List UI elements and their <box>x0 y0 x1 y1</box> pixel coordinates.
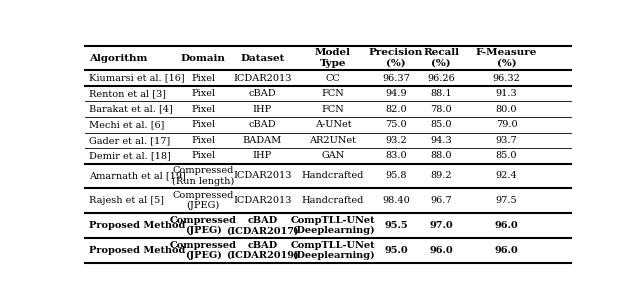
Text: 95.0: 95.0 <box>384 246 408 255</box>
Text: Renton et al [3]: Renton et al [3] <box>89 89 166 98</box>
Text: Pixel: Pixel <box>191 120 215 129</box>
Text: BADAM: BADAM <box>243 136 282 145</box>
Text: 94.3: 94.3 <box>430 136 452 145</box>
Text: IHP: IHP <box>253 151 272 160</box>
Text: 95.8: 95.8 <box>385 171 406 181</box>
Text: 88.1: 88.1 <box>430 89 452 98</box>
Text: A-UNet: A-UNet <box>315 120 351 129</box>
Text: ICDAR2013: ICDAR2013 <box>233 171 292 181</box>
Text: Pixel: Pixel <box>191 105 215 114</box>
Text: Barakat et al. [4]: Barakat et al. [4] <box>89 105 173 114</box>
Text: Proposed Method: Proposed Method <box>89 221 186 230</box>
Text: Algorithm: Algorithm <box>89 54 147 63</box>
Text: 97.5: 97.5 <box>496 196 517 205</box>
Text: Precision
(%): Precision (%) <box>369 48 423 68</box>
Text: 93.7: 93.7 <box>496 136 517 145</box>
Text: Domain: Domain <box>180 54 225 63</box>
Text: 78.0: 78.0 <box>430 105 452 114</box>
Text: 97.0: 97.0 <box>429 221 453 230</box>
Text: Pixel: Pixel <box>191 151 215 160</box>
Text: 82.0: 82.0 <box>385 105 407 114</box>
Text: ICDAR2013: ICDAR2013 <box>233 196 292 205</box>
Text: cBAD
(ICDAR2017): cBAD (ICDAR2017) <box>227 216 299 235</box>
Text: 91.3: 91.3 <box>496 89 517 98</box>
Text: cBAD: cBAD <box>249 120 276 129</box>
Text: cBAD: cBAD <box>249 89 276 98</box>
Text: Rajesh et al [5]: Rajesh et al [5] <box>89 196 164 205</box>
Text: Pixel: Pixel <box>191 136 215 145</box>
Text: 96.0: 96.0 <box>495 246 518 255</box>
Text: FCN: FCN <box>321 105 344 114</box>
Text: Pixel: Pixel <box>191 89 215 98</box>
Text: GAN: GAN <box>321 151 344 160</box>
Text: IHP: IHP <box>253 105 272 114</box>
Text: 79.0: 79.0 <box>496 120 517 129</box>
Text: 80.0: 80.0 <box>496 105 517 114</box>
Text: Amarnath et al [19]: Amarnath et al [19] <box>89 171 186 181</box>
Text: 96.0: 96.0 <box>429 246 453 255</box>
Text: CompTLL-UNet
(Deeplearning): CompTLL-UNet (Deeplearning) <box>291 216 375 235</box>
Text: Proposed Method: Proposed Method <box>89 246 186 255</box>
Text: 75.0: 75.0 <box>385 120 407 129</box>
Text: FCN: FCN <box>321 89 344 98</box>
Text: 88.0: 88.0 <box>430 151 452 160</box>
Text: 96.26: 96.26 <box>428 74 455 83</box>
Text: Compressed
(JPEG): Compressed (JPEG) <box>170 216 237 235</box>
Text: Dataset: Dataset <box>241 54 285 63</box>
Text: AR2UNet: AR2UNet <box>310 136 356 145</box>
Text: CC: CC <box>326 74 340 83</box>
Text: 98.40: 98.40 <box>382 196 410 205</box>
Text: F-Measure
(%): F-Measure (%) <box>476 48 537 68</box>
Text: 85.0: 85.0 <box>496 151 517 160</box>
Text: Kiumarsi et al. [16]: Kiumarsi et al. [16] <box>89 74 184 83</box>
Text: 95.5: 95.5 <box>384 221 408 230</box>
Text: cBAD
(ICDAR2019): cBAD (ICDAR2019) <box>227 241 299 260</box>
Text: ICDAR2013: ICDAR2013 <box>233 74 292 83</box>
Text: Compressed
(JPEG): Compressed (JPEG) <box>170 241 237 260</box>
Text: 96.0: 96.0 <box>495 221 518 230</box>
Text: Gader et al. [17]: Gader et al. [17] <box>89 136 170 145</box>
Text: Handcrafted: Handcrafted <box>302 171 364 181</box>
Text: Demir et al. [18]: Demir et al. [18] <box>89 151 171 160</box>
Text: Mechi et al. [6]: Mechi et al. [6] <box>89 120 164 129</box>
Text: 96.7: 96.7 <box>430 196 452 205</box>
Text: Recall
(%): Recall (%) <box>423 48 459 68</box>
Text: 85.0: 85.0 <box>430 120 452 129</box>
Text: Model
Type: Model Type <box>315 48 351 68</box>
Text: Handcrafted: Handcrafted <box>302 196 364 205</box>
Text: 96.37: 96.37 <box>382 74 410 83</box>
Text: 96.32: 96.32 <box>493 74 520 83</box>
Text: 92.4: 92.4 <box>496 171 517 181</box>
Text: Compressed
(JPEG): Compressed (JPEG) <box>172 191 234 211</box>
Text: 89.2: 89.2 <box>430 171 452 181</box>
Text: Compressed
(Run length): Compressed (Run length) <box>172 166 234 186</box>
Text: 94.9: 94.9 <box>385 89 407 98</box>
Text: 93.2: 93.2 <box>385 136 407 145</box>
Text: 83.0: 83.0 <box>385 151 407 160</box>
Text: Pixel: Pixel <box>191 74 215 83</box>
Text: CompTLL-UNet
(Deeplearning): CompTLL-UNet (Deeplearning) <box>291 241 375 260</box>
